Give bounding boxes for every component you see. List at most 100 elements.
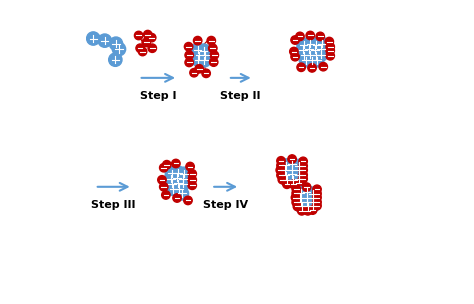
Circle shape [292, 198, 301, 207]
Circle shape [303, 48, 317, 61]
Circle shape [325, 37, 334, 46]
Circle shape [188, 181, 196, 189]
Circle shape [306, 195, 319, 209]
Circle shape [277, 161, 285, 170]
Circle shape [306, 187, 319, 200]
Circle shape [188, 176, 196, 184]
Text: Step II: Step II [220, 92, 261, 102]
Circle shape [296, 43, 310, 56]
Circle shape [313, 185, 321, 194]
Circle shape [185, 58, 193, 67]
Circle shape [165, 177, 179, 190]
Circle shape [184, 43, 193, 51]
Circle shape [278, 164, 292, 177]
Circle shape [288, 155, 296, 163]
Circle shape [310, 54, 324, 67]
Text: Step I: Step I [140, 92, 177, 102]
Circle shape [292, 189, 301, 197]
Circle shape [160, 164, 168, 172]
Circle shape [175, 187, 189, 200]
Circle shape [292, 172, 305, 185]
Circle shape [280, 173, 293, 186]
Circle shape [326, 43, 335, 51]
Circle shape [313, 189, 321, 198]
Circle shape [287, 173, 300, 186]
Circle shape [306, 31, 314, 40]
Circle shape [319, 62, 328, 71]
Circle shape [210, 58, 218, 66]
Circle shape [98, 34, 111, 47]
Circle shape [283, 180, 291, 188]
Circle shape [296, 32, 304, 41]
Circle shape [300, 191, 313, 204]
Circle shape [162, 191, 170, 199]
Circle shape [300, 195, 313, 208]
Circle shape [138, 47, 147, 56]
Circle shape [294, 186, 307, 200]
Circle shape [209, 44, 217, 53]
Circle shape [186, 162, 194, 171]
Circle shape [198, 54, 211, 67]
Circle shape [148, 44, 156, 53]
Circle shape [109, 37, 123, 50]
Circle shape [299, 166, 307, 174]
Circle shape [277, 171, 285, 179]
Circle shape [326, 47, 335, 55]
Circle shape [291, 193, 300, 202]
Circle shape [285, 168, 299, 181]
Circle shape [310, 38, 323, 51]
Circle shape [300, 185, 313, 199]
Circle shape [299, 171, 307, 179]
Circle shape [202, 69, 210, 78]
Circle shape [290, 47, 298, 56]
Circle shape [147, 33, 156, 42]
Text: Step III: Step III [91, 200, 135, 210]
Circle shape [197, 44, 210, 57]
Circle shape [279, 159, 292, 172]
Circle shape [167, 182, 180, 195]
Circle shape [144, 30, 152, 39]
Circle shape [309, 43, 322, 56]
Circle shape [142, 38, 150, 47]
Circle shape [306, 191, 319, 204]
Circle shape [292, 159, 305, 173]
Circle shape [195, 64, 203, 73]
Circle shape [292, 164, 305, 177]
Circle shape [306, 199, 319, 212]
Circle shape [191, 43, 204, 56]
Circle shape [87, 32, 100, 45]
Circle shape [177, 167, 191, 181]
Circle shape [298, 207, 306, 215]
Circle shape [164, 172, 178, 185]
Circle shape [302, 43, 316, 56]
Circle shape [188, 170, 196, 178]
Circle shape [294, 196, 307, 209]
Circle shape [313, 193, 321, 202]
Circle shape [279, 169, 292, 182]
Circle shape [293, 202, 301, 211]
Text: Step IV: Step IV [203, 200, 248, 210]
Circle shape [109, 53, 122, 66]
Circle shape [176, 177, 190, 190]
Circle shape [185, 51, 193, 59]
Circle shape [171, 171, 184, 185]
Circle shape [302, 183, 311, 191]
Circle shape [313, 202, 321, 210]
Circle shape [309, 206, 317, 214]
Circle shape [276, 166, 284, 174]
Circle shape [315, 37, 328, 50]
Circle shape [210, 51, 219, 59]
Circle shape [163, 161, 171, 169]
Circle shape [158, 176, 166, 184]
Circle shape [293, 191, 307, 204]
Circle shape [285, 164, 299, 177]
Circle shape [135, 31, 143, 40]
Circle shape [277, 157, 285, 165]
Circle shape [300, 54, 313, 67]
Circle shape [136, 44, 145, 53]
Circle shape [305, 54, 319, 67]
Circle shape [314, 48, 328, 61]
Circle shape [184, 196, 192, 205]
Circle shape [165, 167, 179, 180]
Circle shape [172, 182, 185, 195]
